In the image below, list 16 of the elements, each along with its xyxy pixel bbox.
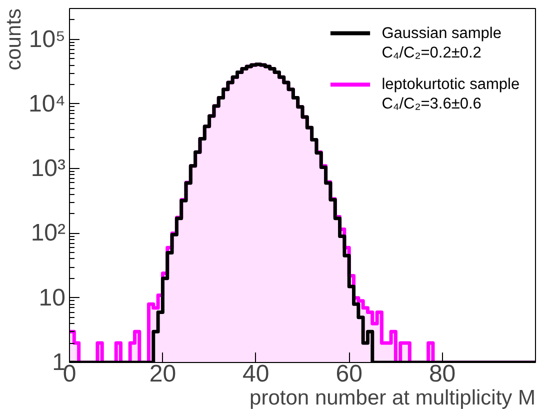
legend-label: leptokurtotic sample <box>382 76 520 94</box>
x-tick-label: 60 <box>336 360 362 388</box>
y-tick-label: 10⁴ <box>28 90 66 118</box>
x-tick-label: 0 <box>62 360 76 388</box>
y-tick-label: 10⁵ <box>28 26 66 53</box>
x-tick-label: 80 <box>428 360 456 388</box>
y-tick-label: 10 <box>38 284 66 312</box>
y-tick-label: 10³ <box>30 155 66 182</box>
annotation: C₄/C₂=0.2±0.2 <box>382 44 482 62</box>
x-tick-label: 20 <box>149 360 176 388</box>
legend-label: Gaussian sample <box>382 24 502 42</box>
y-tick-label: 10² <box>30 220 66 247</box>
x-tick-label: 40 <box>242 360 270 388</box>
y-axis-title: counts <box>2 8 26 70</box>
x-axis-title: proton number at multiplicity M <box>250 386 536 409</box>
annotation: C₄/C₂=3.6±0.6 <box>382 96 482 113</box>
